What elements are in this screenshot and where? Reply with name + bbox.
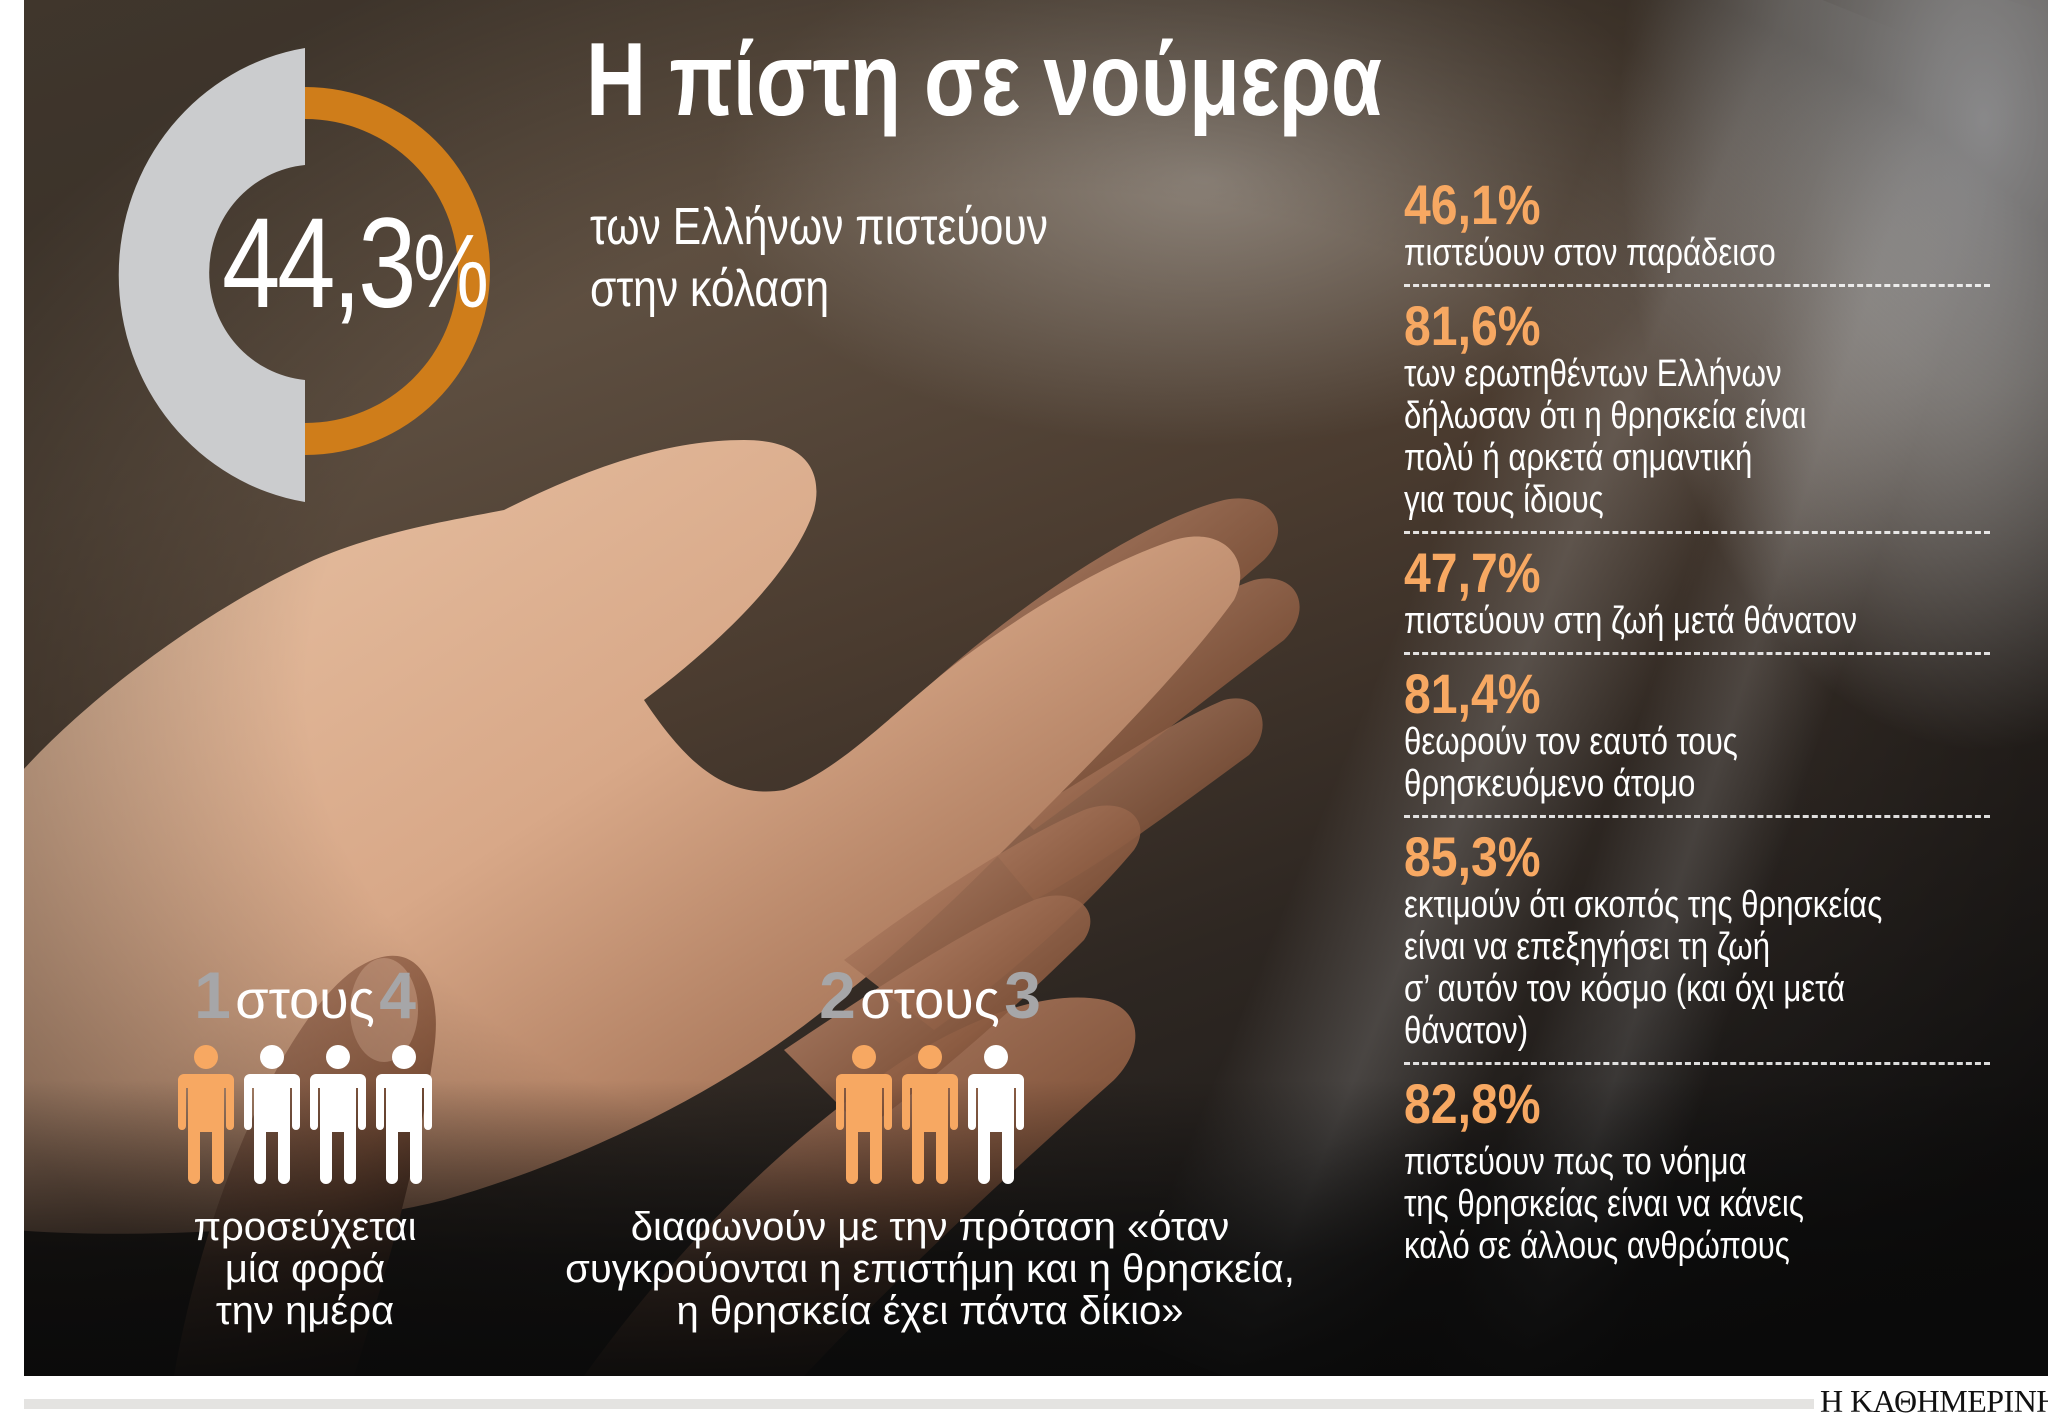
- stat-description: καλό σε άλλους ανθρώπους: [1404, 1225, 1790, 1267]
- stat-description: πιστεύουν στον παράδεισο: [1404, 232, 1776, 274]
- ratio-caption: διαφωνούν με την πρόταση «όταν συγκρούον…: [530, 1206, 1330, 1332]
- stat-value: 47,7%: [1404, 541, 1541, 604]
- caption-line: μία φορά: [224, 1247, 386, 1291]
- ratio-word: στους: [860, 970, 1000, 1030]
- hell-belief-donut-chart: [118, 48, 490, 502]
- person-icon: [244, 1045, 300, 1184]
- stat-value: 85,3%: [1404, 825, 1541, 888]
- stat-description: εκτιμούν ότι σκοπός της θρησκείας: [1404, 884, 1883, 926]
- person-icon: [968, 1045, 1024, 1184]
- caption-line: την ημέρα: [215, 1289, 395, 1333]
- stat-value: 46,1%: [1404, 173, 1541, 236]
- stat-description: της θρησκείας είναι να κάνεις: [1404, 1183, 1804, 1225]
- headline-description-line: στην κόλαση: [590, 260, 830, 318]
- people-icons: [530, 1044, 1330, 1184]
- ratio-heading: 1 στους 4: [105, 962, 505, 1028]
- ratio-numerator: 1: [194, 958, 231, 1032]
- stat-description: πιστεύουν στη ζωή μετά θάνατον: [1404, 600, 1858, 642]
- ratio-word: στους: [235, 970, 375, 1030]
- stat-description: πολύ ή αρκετά σημαντική: [1404, 437, 1753, 479]
- stat-description: θάνατον): [1404, 1010, 1529, 1052]
- headline-description-line: των Ελλήνων πιστεύουν: [590, 198, 1049, 256]
- people-icons: [105, 1044, 505, 1184]
- stat-description: των ερωτηθέντων Ελλήνων: [1404, 353, 1782, 395]
- page-title: Η πίστη σε νούμερα: [586, 22, 1383, 138]
- ratio-block-prayer: 1 στους 4 προσεύχεται μία φορά την ημέρα: [105, 962, 505, 1332]
- ratio-caption: προσεύχεται μία φορά την ημέρα: [105, 1206, 505, 1332]
- caption-line: συγκρούονται η επιστήμη και η θρησκεία,: [565, 1247, 1295, 1291]
- caption-line: προσεύχεται: [193, 1205, 417, 1249]
- person-icon: [376, 1045, 432, 1184]
- stat-item: 85,3% εκτιμούν ότι σκοπός της θρησκείας …: [1404, 825, 2004, 1053]
- person-icon-highlighted: [178, 1045, 234, 1184]
- stat-description: θρησκευόμενο άτομο: [1404, 763, 1696, 805]
- infographic-panel: [24, 0, 2048, 1376]
- donut-grey-segment: [118, 48, 305, 502]
- ratio-denominator: 3: [1004, 958, 1041, 1032]
- stat-description: θεωρούν τον εαυτό τους: [1404, 721, 1738, 763]
- dashed-divider: [1404, 284, 1990, 287]
- stat-item: 81,6% των ερωτηθέντων Ελλήνων δήλωσαν ότ…: [1404, 294, 2004, 522]
- footer-bar: [24, 1399, 1814, 1409]
- person-icon-highlighted: [836, 1045, 892, 1184]
- stat-value: 82,8%: [1404, 1072, 1541, 1135]
- caption-line: διαφωνούν με την πρόταση «όταν: [630, 1205, 1230, 1249]
- publisher-logo: Η ΚΑΘΗΜΕΡΙΝΗ: [1820, 1383, 2048, 1419]
- dashed-divider: [1404, 531, 1990, 534]
- stat-value: 81,6%: [1404, 294, 1541, 357]
- dashed-divider: [1404, 652, 1990, 655]
- headline-description: των Ελλήνων πιστεύουν στην κόλαση: [590, 196, 1048, 320]
- ratio-block-science-religion: 2 στους 3 διαφωνούν με την πρόταση «όταν…: [530, 962, 1330, 1332]
- ratio-numerator: 2: [819, 958, 856, 1032]
- ratio-denominator: 4: [379, 958, 416, 1032]
- dashed-divider: [1404, 1062, 1990, 1065]
- stat-item: 46,1% πιστεύουν στον παράδεισο: [1404, 173, 2004, 275]
- stat-description: δήλωσαν ότι η θρησκεία είναι: [1404, 395, 1807, 437]
- headline-percentage: 44,3%: [222, 192, 489, 335]
- stat-description: για τους ίδιους: [1404, 479, 1604, 521]
- donut-orange-segment: [305, 87, 490, 455]
- stat-description: πιστεύουν πως το νόημα: [1404, 1141, 1747, 1183]
- stat-item: 82,8% πιστεύουν πως το νόημα της θρησκεί…: [1404, 1072, 2004, 1268]
- stat-description: σ’ αυτόν τον κόσμο (και όχι μετά: [1404, 968, 1846, 1010]
- stat-description: είναι να επεξηγήσει τη ζωή: [1404, 926, 1771, 968]
- stat-value: 81,4%: [1404, 662, 1541, 725]
- stats-list: 46,1% πιστεύουν στον παράδεισο 81,6% των…: [1404, 173, 2004, 1268]
- stat-item: 81,4% θεωρούν τον εαυτό τους θρησκευόμεν…: [1404, 662, 2004, 806]
- dashed-divider: [1404, 815, 1990, 818]
- ratio-heading: 2 στους 3: [530, 962, 1330, 1028]
- caption-line: η θρησκεία έχει πάντα δίκιο»: [676, 1289, 1184, 1333]
- person-icon: [310, 1045, 366, 1184]
- stat-item: 47,7% πιστεύουν στη ζωή μετά θάνατον: [1404, 541, 2004, 643]
- person-icon-highlighted: [902, 1045, 958, 1184]
